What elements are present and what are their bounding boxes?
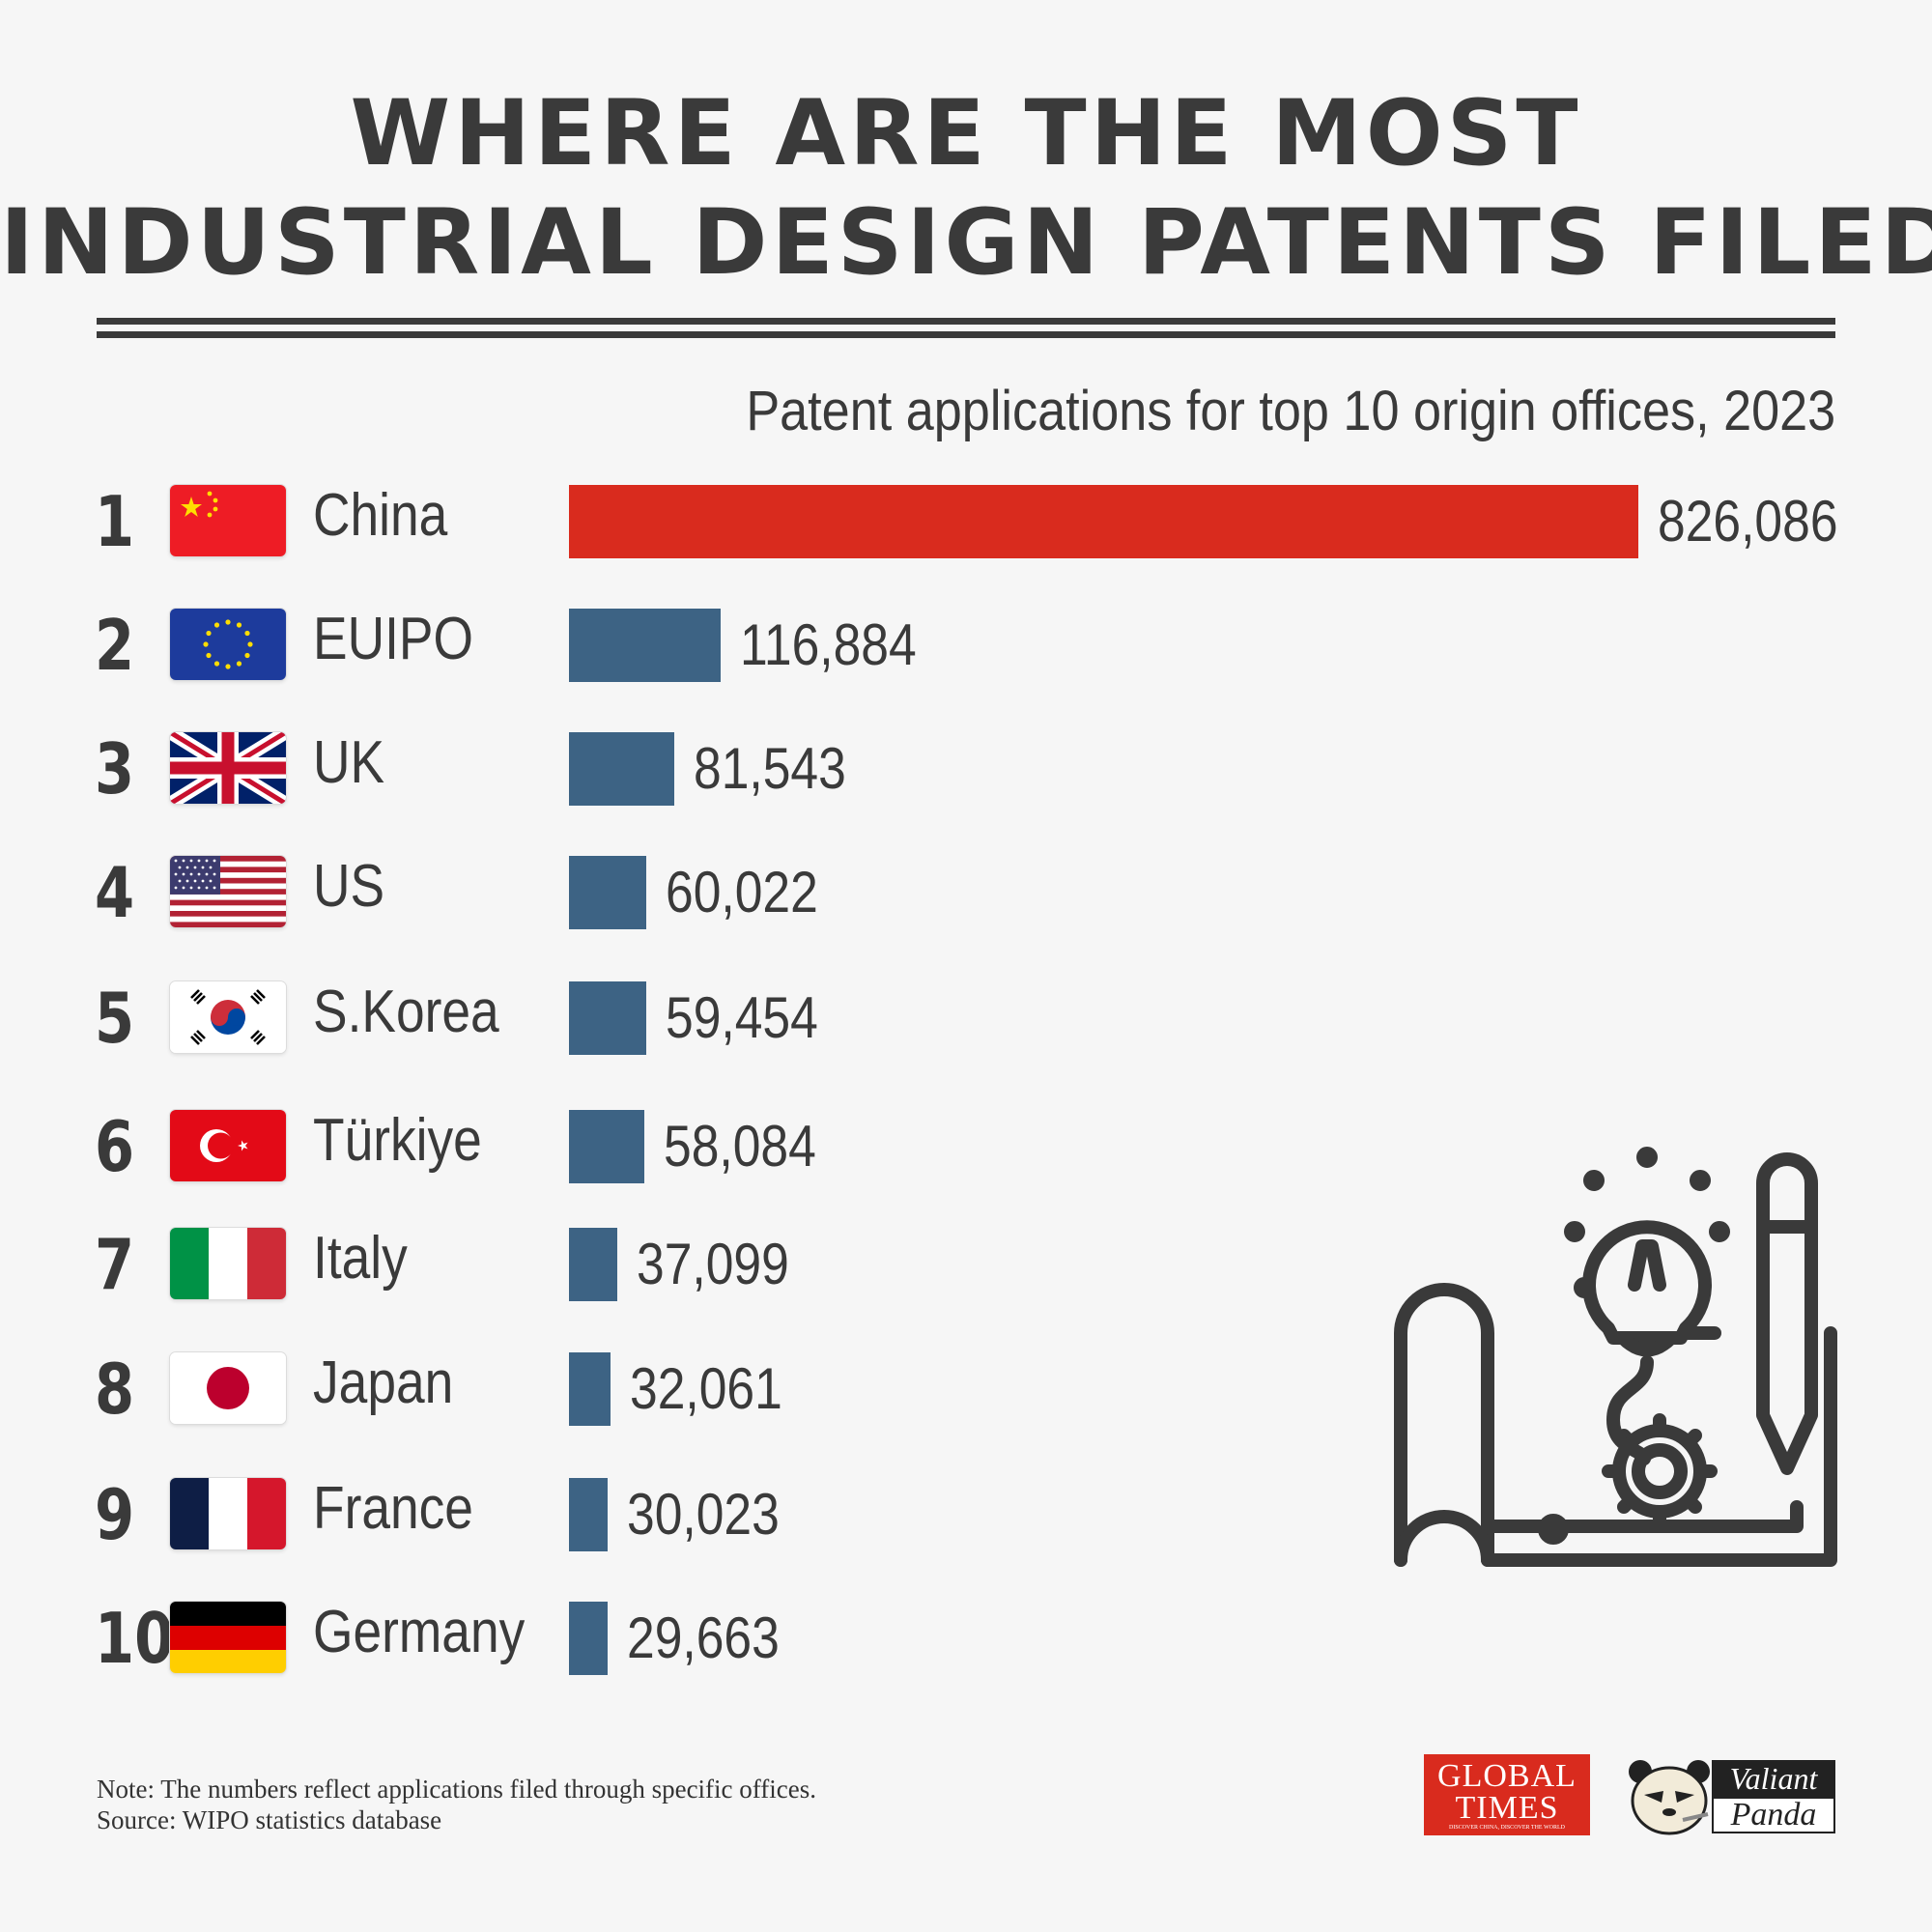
flag-germany-icon — [170, 1602, 286, 1673]
gt-logo-line1: GLOBAL — [1437, 1758, 1577, 1794]
gt-logo-line2: TIMES — [1455, 1790, 1559, 1826]
rank-number: 4 — [95, 852, 135, 933]
rank-number: 6 — [95, 1106, 135, 1187]
value-label: 32,061 — [630, 1356, 782, 1421]
divider-bottom — [97, 331, 1835, 338]
value-label: 59,454 — [666, 985, 818, 1050]
flag-trkiye-icon — [170, 1110, 286, 1181]
bar-uk — [569, 732, 674, 806]
rank-number: 2 — [95, 605, 135, 686]
panda-icon — [1629, 1760, 1710, 1835]
design-idea-icon — [1394, 1147, 1837, 1567]
note-text: Note: The numbers reflect applications f… — [97, 1775, 817, 1804]
flag-japan-icon — [170, 1352, 286, 1424]
bar-china — [569, 485, 1638, 558]
category-label: Germany — [313, 1599, 526, 1665]
category-label: Japan — [313, 1350, 454, 1416]
title-line-2: INDUSTRIAL DESIGN PATENTS FILED? — [0, 190, 1932, 296]
value-label: 58,084 — [664, 1114, 816, 1179]
category-label: Italy — [313, 1225, 408, 1292]
divider-top — [97, 318, 1835, 325]
rank-number: 1 — [95, 481, 135, 562]
bar-euipo — [569, 609, 721, 682]
valiant-panda-logo-bottom: Panda — [1712, 1797, 1835, 1833]
global-times-logo: GLOBAL TIMES DISCOVER CHINA, DISCOVER TH… — [1424, 1754, 1590, 1835]
category-label: S.Korea — [313, 979, 499, 1045]
flag-italy-icon — [170, 1228, 286, 1299]
valiant-panda-logo-top: Valiant — [1712, 1760, 1835, 1797]
rank-number: 8 — [95, 1349, 135, 1430]
rank-number: 9 — [95, 1474, 135, 1555]
value-label: 116,884 — [740, 612, 917, 677]
flag-euipo-icon — [170, 609, 286, 680]
footer-note: Note: The numbers reflect applications f… — [97, 1774, 816, 1835]
gt-logo-tagline: DISCOVER CHINA, DISCOVER THE WORLD — [1449, 1825, 1565, 1831]
bar-trkiye — [569, 1110, 644, 1183]
category-label: US — [313, 853, 385, 920]
source-text: Source: WIPO statistics database — [97, 1805, 442, 1834]
category-label: EUIPO — [313, 606, 473, 672]
chart-subtitle: Patent applications for top 10 origin of… — [746, 380, 1835, 442]
bar-germany — [569, 1602, 608, 1675]
value-label: 37,099 — [637, 1232, 789, 1296]
value-label: 30,023 — [627, 1482, 780, 1547]
flag-skorea-icon — [170, 981, 286, 1053]
bar-skorea — [569, 981, 646, 1055]
category-label: Türkiye — [313, 1107, 482, 1174]
value-label: 29,663 — [627, 1605, 780, 1670]
category-label: China — [313, 482, 448, 549]
bar-us — [569, 856, 646, 929]
flag-france-icon — [170, 1478, 286, 1549]
rank-number: 5 — [95, 978, 135, 1059]
rank-number: 10 — [95, 1598, 175, 1679]
value-label: 81,543 — [694, 736, 846, 801]
title-line-1: WHERE ARE THE MOST — [350, 81, 1582, 186]
category-label: France — [313, 1475, 473, 1542]
flag-uk-icon — [170, 732, 286, 804]
flag-us-icon — [170, 856, 286, 927]
bar-france — [569, 1478, 608, 1551]
bar-italy — [569, 1228, 617, 1301]
flag-china-icon — [170, 485, 286, 556]
rank-number: 3 — [95, 728, 135, 810]
rank-number: 7 — [95, 1224, 135, 1305]
value-label: 826,086 — [1658, 489, 1838, 554]
value-label: 60,022 — [666, 860, 818, 924]
category-label: UK — [313, 729, 385, 796]
bar-japan — [569, 1352, 611, 1426]
